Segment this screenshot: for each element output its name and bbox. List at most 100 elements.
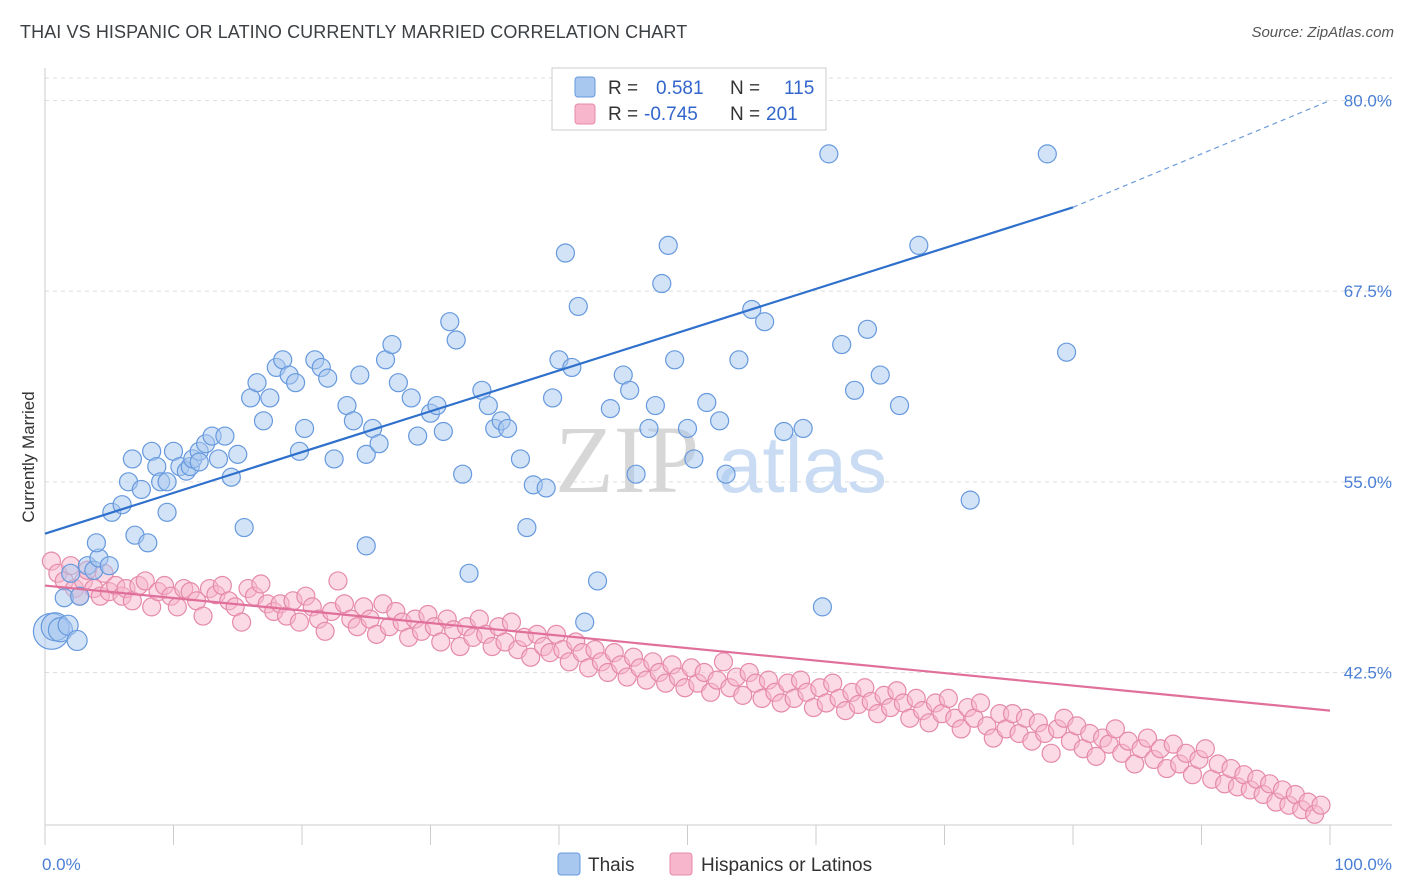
hisp-point-32 [232, 612, 252, 632]
thai-point-71 [459, 563, 479, 583]
hisp-point-35 [251, 574, 271, 594]
y-tick-labels: 80.0% 67.5% 55.0% 42.5% [1344, 92, 1392, 683]
source-label: Source: ZipAtlas.com [1251, 24, 1394, 41]
hisp-point-168 [1105, 719, 1126, 739]
thai-point-68 [440, 312, 460, 332]
thai-point-24 [157, 502, 177, 522]
thai-point-97 [677, 418, 698, 439]
bottom-legend-hisp-label: Hispanics or Latinos [701, 855, 872, 876]
hisp-point-77 [521, 647, 541, 667]
thai-point-93 [645, 395, 665, 416]
legend-box [551, 67, 827, 131]
legend-hisp-r-value: -0.745 [644, 104, 698, 125]
thai-point-109 [832, 334, 852, 355]
x-tick-label-0: 0.0% [42, 855, 81, 874]
thai-point-18 [131, 479, 151, 500]
hispanic-points [41, 551, 1331, 824]
hisp-point-144 [951, 719, 971, 739]
thai-point-78 [517, 517, 537, 538]
hisp-point-142 [938, 688, 958, 709]
thai-point-81 [542, 388, 563, 408]
hisp-point-74 [501, 612, 522, 632]
thai-point-61 [382, 334, 402, 355]
thai-point-17 [122, 449, 142, 469]
hisp-point-22 [167, 597, 187, 617]
thai-point-11 [99, 556, 119, 576]
thai-point-83 [555, 243, 576, 263]
hisp-point-41 [289, 612, 310, 632]
chart-title: THAI VS HISPANIC OR LATINO CURRENTLY MAR… [20, 22, 688, 42]
thai-point-112 [870, 365, 890, 385]
watermark-zip: ZIP [555, 406, 699, 513]
thai-point-96 [665, 350, 685, 370]
thai-point-19 [138, 533, 158, 553]
thai-points [32, 144, 1077, 652]
hisp-point-26 [193, 606, 213, 626]
series-legend: Thais Hispanics or Latinos [557, 852, 872, 876]
thai-point-99 [697, 392, 717, 413]
bottom-legend-hisp-swatch [669, 852, 693, 876]
y-tick-label-0: 80.0% [1344, 92, 1392, 111]
thai-point-95 [658, 235, 678, 256]
thai-point-59 [356, 536, 376, 556]
thai-point-64 [408, 426, 428, 446]
thai-point-33 [189, 452, 209, 472]
thai-point-105 [774, 421, 794, 442]
thai-point-62 [388, 373, 408, 393]
correlation-legend: R = 0.581 N = 115 R = -0.745 N = 201 [551, 67, 827, 131]
axes [44, 68, 1392, 845]
y-tick-label-3: 42.5% [1344, 663, 1392, 682]
hisp-point-200 [1311, 795, 1331, 815]
thai-point-48 [294, 418, 315, 439]
legend-thai-swatch [574, 76, 596, 98]
thai-point-47 [289, 441, 310, 461]
thai-point-114 [909, 235, 929, 256]
thai-point-91 [626, 464, 646, 484]
thai-point-115 [960, 490, 980, 510]
bottom-legend-thai-label: Thais [588, 855, 634, 876]
hisp-point-165 [1086, 746, 1106, 766]
trend-lines [44, 99, 1331, 712]
thai-point-12 [86, 533, 107, 553]
thai-trend-extension [1072, 99, 1331, 208]
thai-point-73 [478, 395, 498, 416]
thai-point-52 [324, 449, 344, 469]
legend-thai-r-value: 0.581 [656, 78, 704, 99]
thai-point-69 [446, 330, 466, 350]
thai-point-54 [343, 411, 363, 431]
hisp-point-63 [431, 632, 451, 652]
thai-point-40 [247, 373, 267, 393]
thai-point-23 [157, 472, 177, 492]
thai-point-76 [498, 418, 518, 439]
thai-point-77 [510, 449, 531, 469]
legend-thai-r-label: R = [608, 78, 638, 99]
thai-point-55 [350, 365, 370, 385]
thai-point-98 [684, 449, 704, 469]
thai-point-102 [729, 350, 749, 370]
legend-hisp-r-label: R = [608, 104, 638, 125]
thai-point-117 [1056, 342, 1077, 362]
thai-point-37 [228, 444, 248, 464]
thai-point-111 [857, 319, 878, 339]
thai-point-70 [453, 464, 473, 484]
thai-point-67 [433, 421, 453, 442]
thai-point-106 [793, 418, 813, 439]
thai-point-63 [401, 388, 421, 408]
y-tick-label-2: 55.0% [1344, 473, 1392, 492]
thai-point-110 [844, 380, 865, 400]
thai-point-104 [754, 312, 775, 332]
thai-point-56 [356, 444, 376, 464]
thai-trend-line [44, 206, 1074, 535]
thai-point-108 [819, 144, 839, 164]
legend-thai-n-label: N = [730, 78, 760, 99]
bottom-legend-thai-swatch [557, 852, 581, 876]
thai-point-90 [620, 380, 640, 400]
legend-hisp-n-label: N = [730, 104, 760, 125]
thai-point-46 [285, 373, 306, 393]
thai-point-80 [536, 478, 556, 498]
thai-point-94 [652, 273, 672, 294]
thai-point-6 [61, 563, 81, 583]
hisp-point-158 [1041, 743, 1061, 763]
x-tick-labels: 0.0% 100.0% [42, 855, 1392, 874]
